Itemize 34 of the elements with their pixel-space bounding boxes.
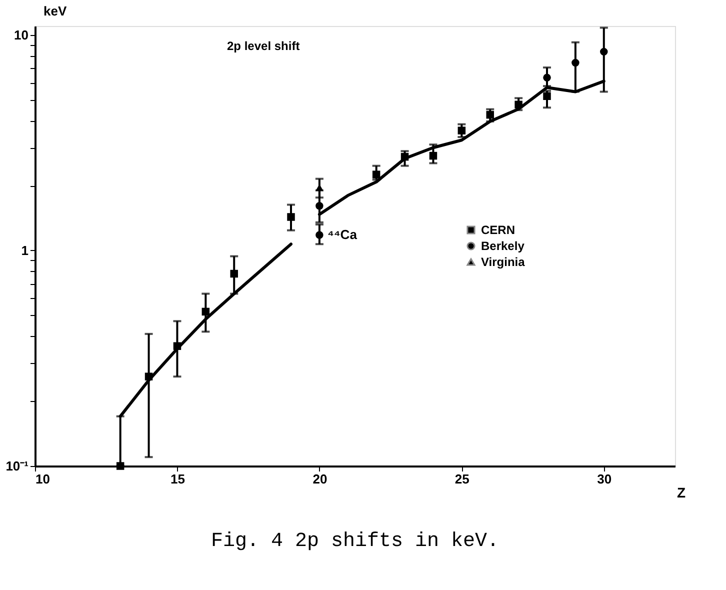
point — [287, 213, 295, 221]
x-tick-label: 20 — [312, 472, 328, 486]
y-tick-label: 10 — [14, 27, 28, 42]
caption: Fig. 4 2p shifts in keV. — [210, 530, 500, 553]
x-tick-label: 10 — [36, 472, 50, 486]
text: 2p level shift — [227, 39, 300, 53]
x-tick-label: 15 — [170, 472, 185, 486]
x-tick-label: 30 — [597, 472, 612, 486]
point — [543, 74, 551, 82]
legend-label: Virginia — [481, 255, 526, 269]
point — [316, 231, 324, 239]
point — [514, 100, 522, 108]
y-axis-title: keV — [44, 4, 67, 18]
annotation: ⁴⁴Ca — [327, 226, 358, 242]
legend-label: Berkely — [481, 239, 525, 253]
point — [429, 152, 438, 160]
point — [202, 308, 210, 316]
x-tick-label: 25 — [454, 472, 470, 486]
point — [543, 92, 551, 100]
point — [458, 126, 466, 134]
point — [144, 372, 153, 380]
point — [316, 202, 324, 210]
point — [173, 342, 182, 350]
point — [600, 48, 608, 56]
legend-label: CERN — [481, 223, 516, 237]
y-tick-label: 1 — [21, 242, 28, 258]
point — [372, 170, 380, 178]
point — [116, 462, 124, 470]
point — [400, 152, 409, 161]
point — [572, 58, 580, 67]
point — [486, 110, 494, 119]
y-tick-label: 10⁻¹ — [6, 458, 28, 474]
point — [230, 270, 238, 278]
x-axis-title: Z — [676, 484, 686, 500]
